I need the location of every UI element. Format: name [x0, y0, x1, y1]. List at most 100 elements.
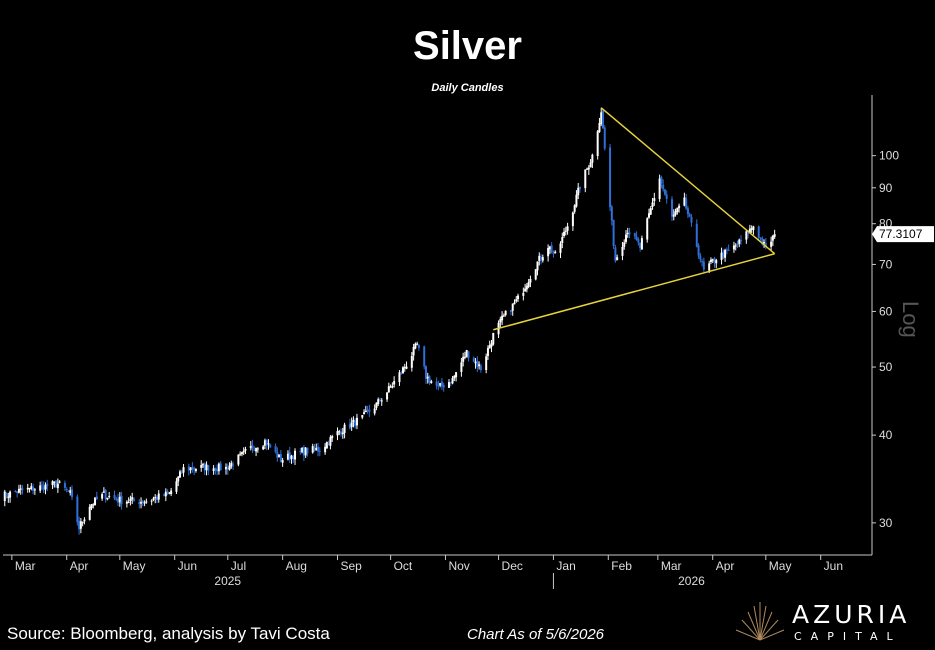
candle-body	[240, 452, 243, 455]
candle-body	[485, 356, 488, 370]
candle-body	[251, 445, 254, 450]
candle-body	[157, 493, 160, 500]
candle-body	[628, 232, 631, 235]
candle-body	[405, 366, 408, 369]
candle-body	[331, 436, 334, 438]
candle-body	[315, 448, 318, 451]
candle-body	[341, 432, 344, 435]
candle-body	[633, 233, 636, 237]
x-tick-label: Feb	[611, 559, 632, 573]
candle-body	[763, 242, 766, 244]
candle-body	[244, 449, 247, 451]
candle-body	[561, 237, 564, 244]
candle-body	[640, 238, 643, 250]
candle-body	[502, 315, 505, 317]
candle-body	[145, 501, 148, 503]
candle-body	[104, 490, 107, 500]
candle-body	[182, 467, 185, 473]
candle-body	[380, 400, 383, 402]
candle-body	[658, 178, 661, 200]
candle-body	[17, 488, 20, 493]
candle-body	[32, 487, 35, 491]
y-scale-label: Log	[898, 301, 923, 338]
candle-body	[88, 506, 91, 520]
x-tick-label: May	[769, 559, 792, 573]
candle-body	[529, 278, 532, 283]
candle-body	[5, 493, 8, 497]
candle-body	[697, 245, 700, 256]
candle-body	[78, 520, 81, 530]
candle-body	[46, 483, 49, 487]
candle-body	[237, 454, 240, 465]
candle-body	[348, 423, 351, 429]
candle-body	[155, 496, 158, 500]
candle-body	[338, 431, 341, 433]
candle-body	[437, 385, 440, 387]
candle-body	[203, 463, 206, 471]
candle-body	[740, 240, 743, 242]
candle-body	[479, 365, 482, 371]
candle-body	[600, 112, 603, 124]
candle-body	[33, 489, 36, 491]
candle-body	[30, 486, 33, 489]
candle-body	[115, 498, 118, 500]
candle-body	[541, 257, 544, 261]
candle-body	[725, 249, 728, 251]
candle-body	[455, 372, 458, 378]
candle-body	[435, 381, 438, 386]
candle-body	[414, 343, 417, 349]
candle-body	[734, 245, 737, 247]
candle-body	[108, 496, 111, 498]
candle-body	[649, 208, 652, 215]
x-tick-label: Jun	[824, 559, 843, 573]
candle-body	[747, 230, 750, 235]
logo-sub: CAPITAL	[794, 630, 902, 643]
candle-body	[263, 440, 266, 446]
candle-body	[524, 288, 527, 292]
candle-body	[92, 504, 95, 506]
candle-body	[178, 471, 181, 478]
candle-body	[428, 376, 431, 383]
candle-body	[686, 208, 689, 215]
chart-title: Silver	[413, 24, 522, 68]
candle-body	[724, 249, 727, 258]
candle-body	[460, 362, 463, 372]
candle-body	[214, 467, 217, 471]
candle-body	[403, 367, 406, 369]
candle-body	[548, 246, 551, 250]
candle-body	[401, 367, 404, 374]
y-tick-label: 90	[879, 181, 893, 195]
candle-body	[624, 234, 627, 242]
candle-body	[623, 242, 626, 247]
x-tick-label: Apr	[716, 559, 735, 573]
candle-body	[440, 381, 443, 386]
candle-body	[127, 502, 130, 504]
candle-body	[416, 343, 419, 345]
candle-body	[770, 241, 773, 247]
candle-body	[635, 236, 638, 240]
candle-body	[453, 375, 456, 379]
candle-body	[350, 422, 353, 427]
candle-body	[255, 447, 258, 452]
candle-body	[699, 255, 702, 260]
candle-body	[695, 223, 698, 247]
candle-body	[207, 465, 210, 472]
candle-body	[79, 521, 82, 529]
candle-body	[177, 476, 180, 482]
candle-body	[467, 351, 470, 359]
candle-body	[163, 494, 166, 496]
candle-body	[616, 257, 619, 261]
candle-body	[191, 466, 194, 470]
candle-body	[688, 214, 691, 217]
candle-body	[571, 212, 574, 227]
candle-body	[683, 197, 686, 206]
candle-body	[42, 486, 45, 491]
candle-body	[552, 252, 555, 254]
candle-body	[587, 167, 590, 170]
candle-body	[378, 399, 381, 402]
candle-body	[313, 447, 316, 450]
y-tick-label: 70	[879, 257, 893, 271]
candle-body	[170, 490, 173, 495]
candle-body	[711, 259, 714, 261]
candle-body	[612, 219, 615, 247]
